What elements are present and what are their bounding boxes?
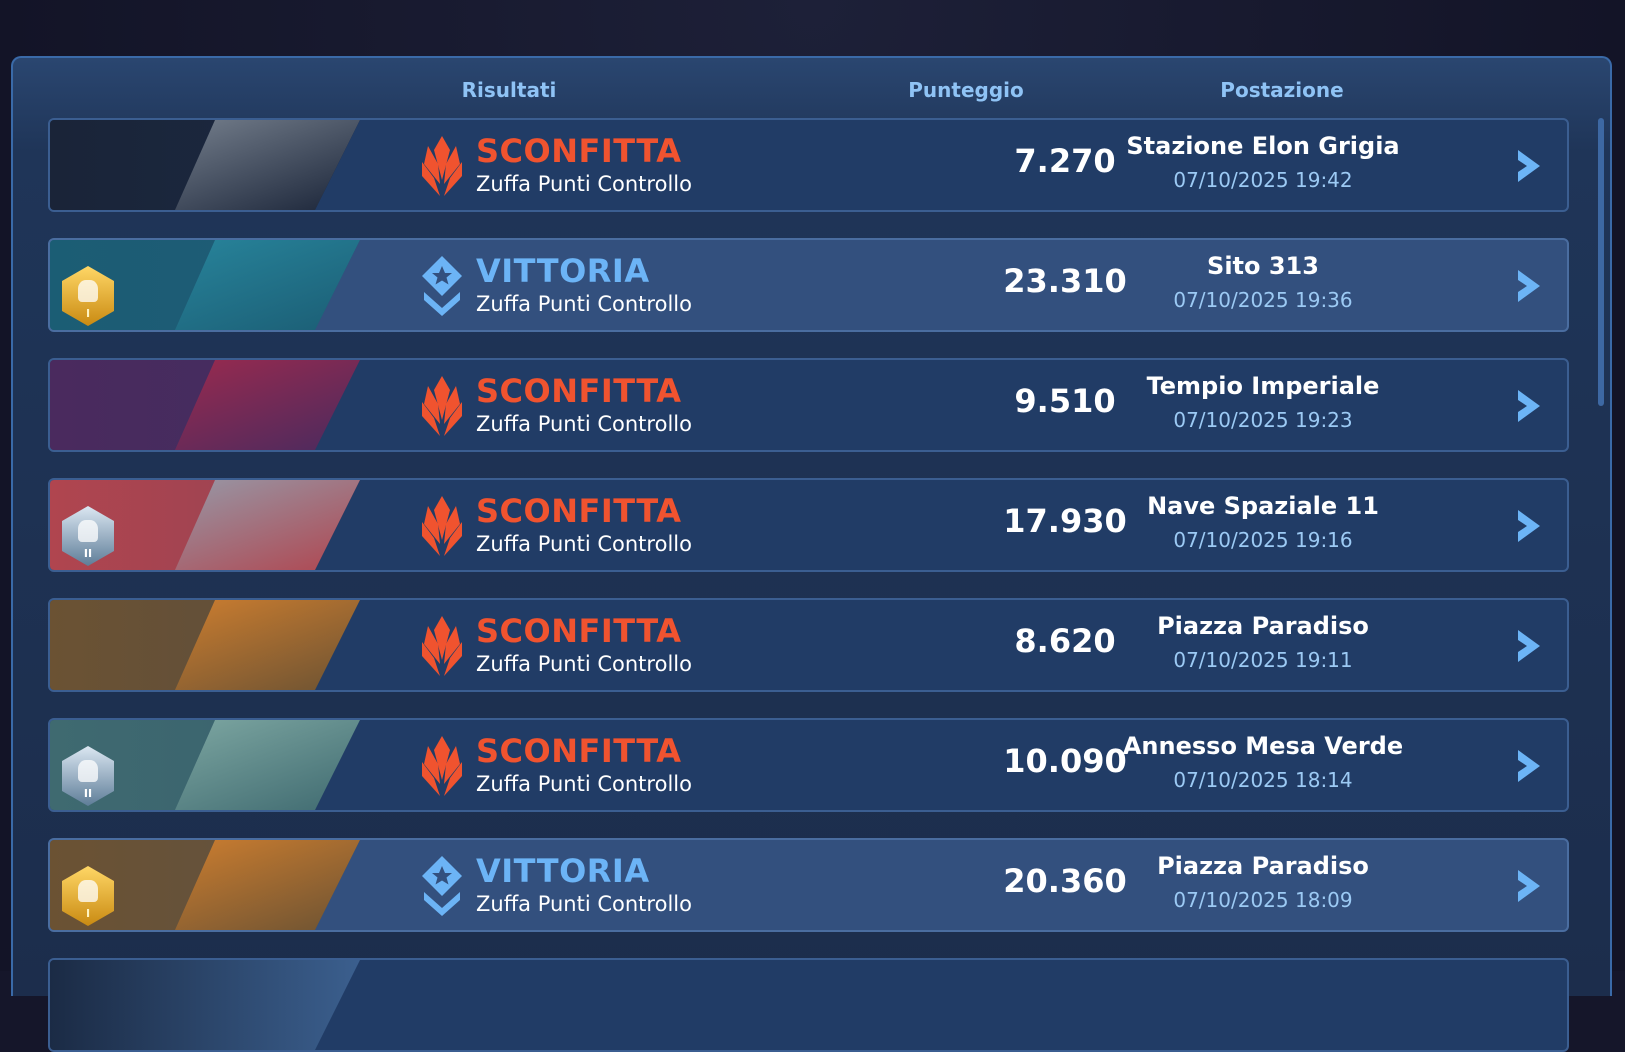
match-date: 07/10/2025 19:42: [1173, 168, 1353, 192]
chevron-right-icon[interactable]: [1516, 868, 1542, 904]
rank-badge-icon: II: [62, 746, 114, 806]
match-row[interactable]: SCONFITTA Zuffa Punti Controllo 7.270 St…: [48, 118, 1569, 212]
chevron-right-icon[interactable]: [1516, 628, 1542, 664]
result-label: SCONFITTA: [476, 492, 682, 530]
game-mode: Zuffa Punti Controllo: [476, 892, 692, 916]
victory-icon: [422, 856, 462, 916]
victory-icon: [422, 256, 462, 316]
location-name: Annesso Mesa Verde: [1122, 732, 1404, 760]
header-score: Punteggio: [908, 78, 1024, 102]
game-mode: Zuffa Punti Controllo: [476, 772, 692, 796]
defeat-icon: [422, 736, 462, 796]
game-mode: Zuffa Punti Controllo: [476, 652, 692, 676]
map-thumbnail: I: [50, 240, 360, 330]
match-row[interactable]: I VITTORIA Zuffa Punti Controllo 23.310 …: [48, 238, 1569, 332]
map-thumbnail: [50, 600, 360, 690]
game-mode: Zuffa Punti Controllo: [476, 532, 692, 556]
location-name: Sito 313: [1207, 252, 1319, 280]
map-thumbnail: II: [50, 720, 360, 810]
rank-badge-icon: I: [62, 266, 114, 326]
match-date: 07/10/2025 19:16: [1173, 528, 1353, 552]
result-label: SCONFITTA: [476, 732, 682, 770]
game-mode: Zuffa Punti Controllo: [476, 172, 692, 196]
defeat-icon: [422, 496, 462, 556]
match-date: 07/10/2025 18:14: [1173, 768, 1353, 792]
chevron-right-icon[interactable]: [1516, 508, 1542, 544]
score: 17.930: [1003, 502, 1127, 540]
result-label: VITTORIA: [476, 852, 650, 890]
match-row-partial[interactable]: [48, 958, 1569, 1052]
result-label: SCONFITTA: [476, 132, 682, 170]
defeat-icon: [422, 616, 462, 676]
location-name: Stazione Elon Grigia: [1126, 132, 1400, 160]
header-results: Risultati: [461, 78, 557, 102]
score: 10.090: [1003, 742, 1127, 780]
header-location: Postazione: [1220, 78, 1344, 102]
result-label: SCONFITTA: [476, 372, 682, 410]
result-label: SCONFITTA: [476, 612, 682, 650]
match-row[interactable]: SCONFITTA Zuffa Punti Controllo 9.510 Te…: [48, 358, 1569, 452]
map-thumbnail: [50, 120, 360, 210]
rank-level: I: [85, 907, 91, 920]
match-row[interactable]: II SCONFITTA Zuffa Punti Controllo 10.09…: [48, 718, 1569, 812]
chevron-right-icon[interactable]: [1516, 148, 1542, 184]
game-mode: Zuffa Punti Controllo: [476, 412, 692, 436]
match-row[interactable]: II SCONFITTA Zuffa Punti Controllo 17.93…: [48, 478, 1569, 572]
rank-level: II: [83, 547, 93, 560]
score: 7.270: [1014, 142, 1116, 180]
match-row[interactable]: I VITTORIA Zuffa Punti Controllo 20.360 …: [48, 838, 1569, 932]
game-mode: Zuffa Punti Controllo: [476, 292, 692, 316]
result-label: VITTORIA: [476, 252, 650, 290]
defeat-icon: [422, 376, 462, 436]
location-name: Nave Spaziale 11: [1147, 492, 1379, 520]
match-date: 07/10/2025 19:36: [1173, 288, 1353, 312]
rank-badge-icon: II: [62, 506, 114, 566]
rank-level: II: [83, 787, 93, 800]
location-name: Piazza Paradiso: [1157, 852, 1369, 880]
match-row[interactable]: SCONFITTA Zuffa Punti Controllo 8.620 Pi…: [48, 598, 1569, 692]
score: 9.510: [1014, 382, 1116, 420]
score: 20.360: [1003, 862, 1127, 900]
score: 8.620: [1014, 622, 1116, 660]
chevron-right-icon[interactable]: [1516, 268, 1542, 304]
rank-badge-icon: I: [62, 866, 114, 926]
chevron-right-icon[interactable]: [1516, 748, 1542, 784]
map-thumbnail: II: [50, 480, 360, 570]
match-date: 07/10/2025 18:09: [1173, 888, 1353, 912]
match-date: 07/10/2025 19:23: [1173, 408, 1353, 432]
location-name: Tempio Imperiale: [1146, 372, 1380, 400]
map-thumbnail: [50, 960, 360, 1050]
scrollbar[interactable]: [1598, 118, 1604, 406]
defeat-icon: [422, 136, 462, 196]
map-thumbnail: I: [50, 840, 360, 930]
match-date: 07/10/2025 19:11: [1173, 648, 1353, 672]
chevron-right-icon[interactable]: [1516, 388, 1542, 424]
rank-level: I: [85, 307, 91, 320]
score: 23.310: [1003, 262, 1127, 300]
map-thumbnail: [50, 360, 360, 450]
location-name: Piazza Paradiso: [1157, 612, 1369, 640]
